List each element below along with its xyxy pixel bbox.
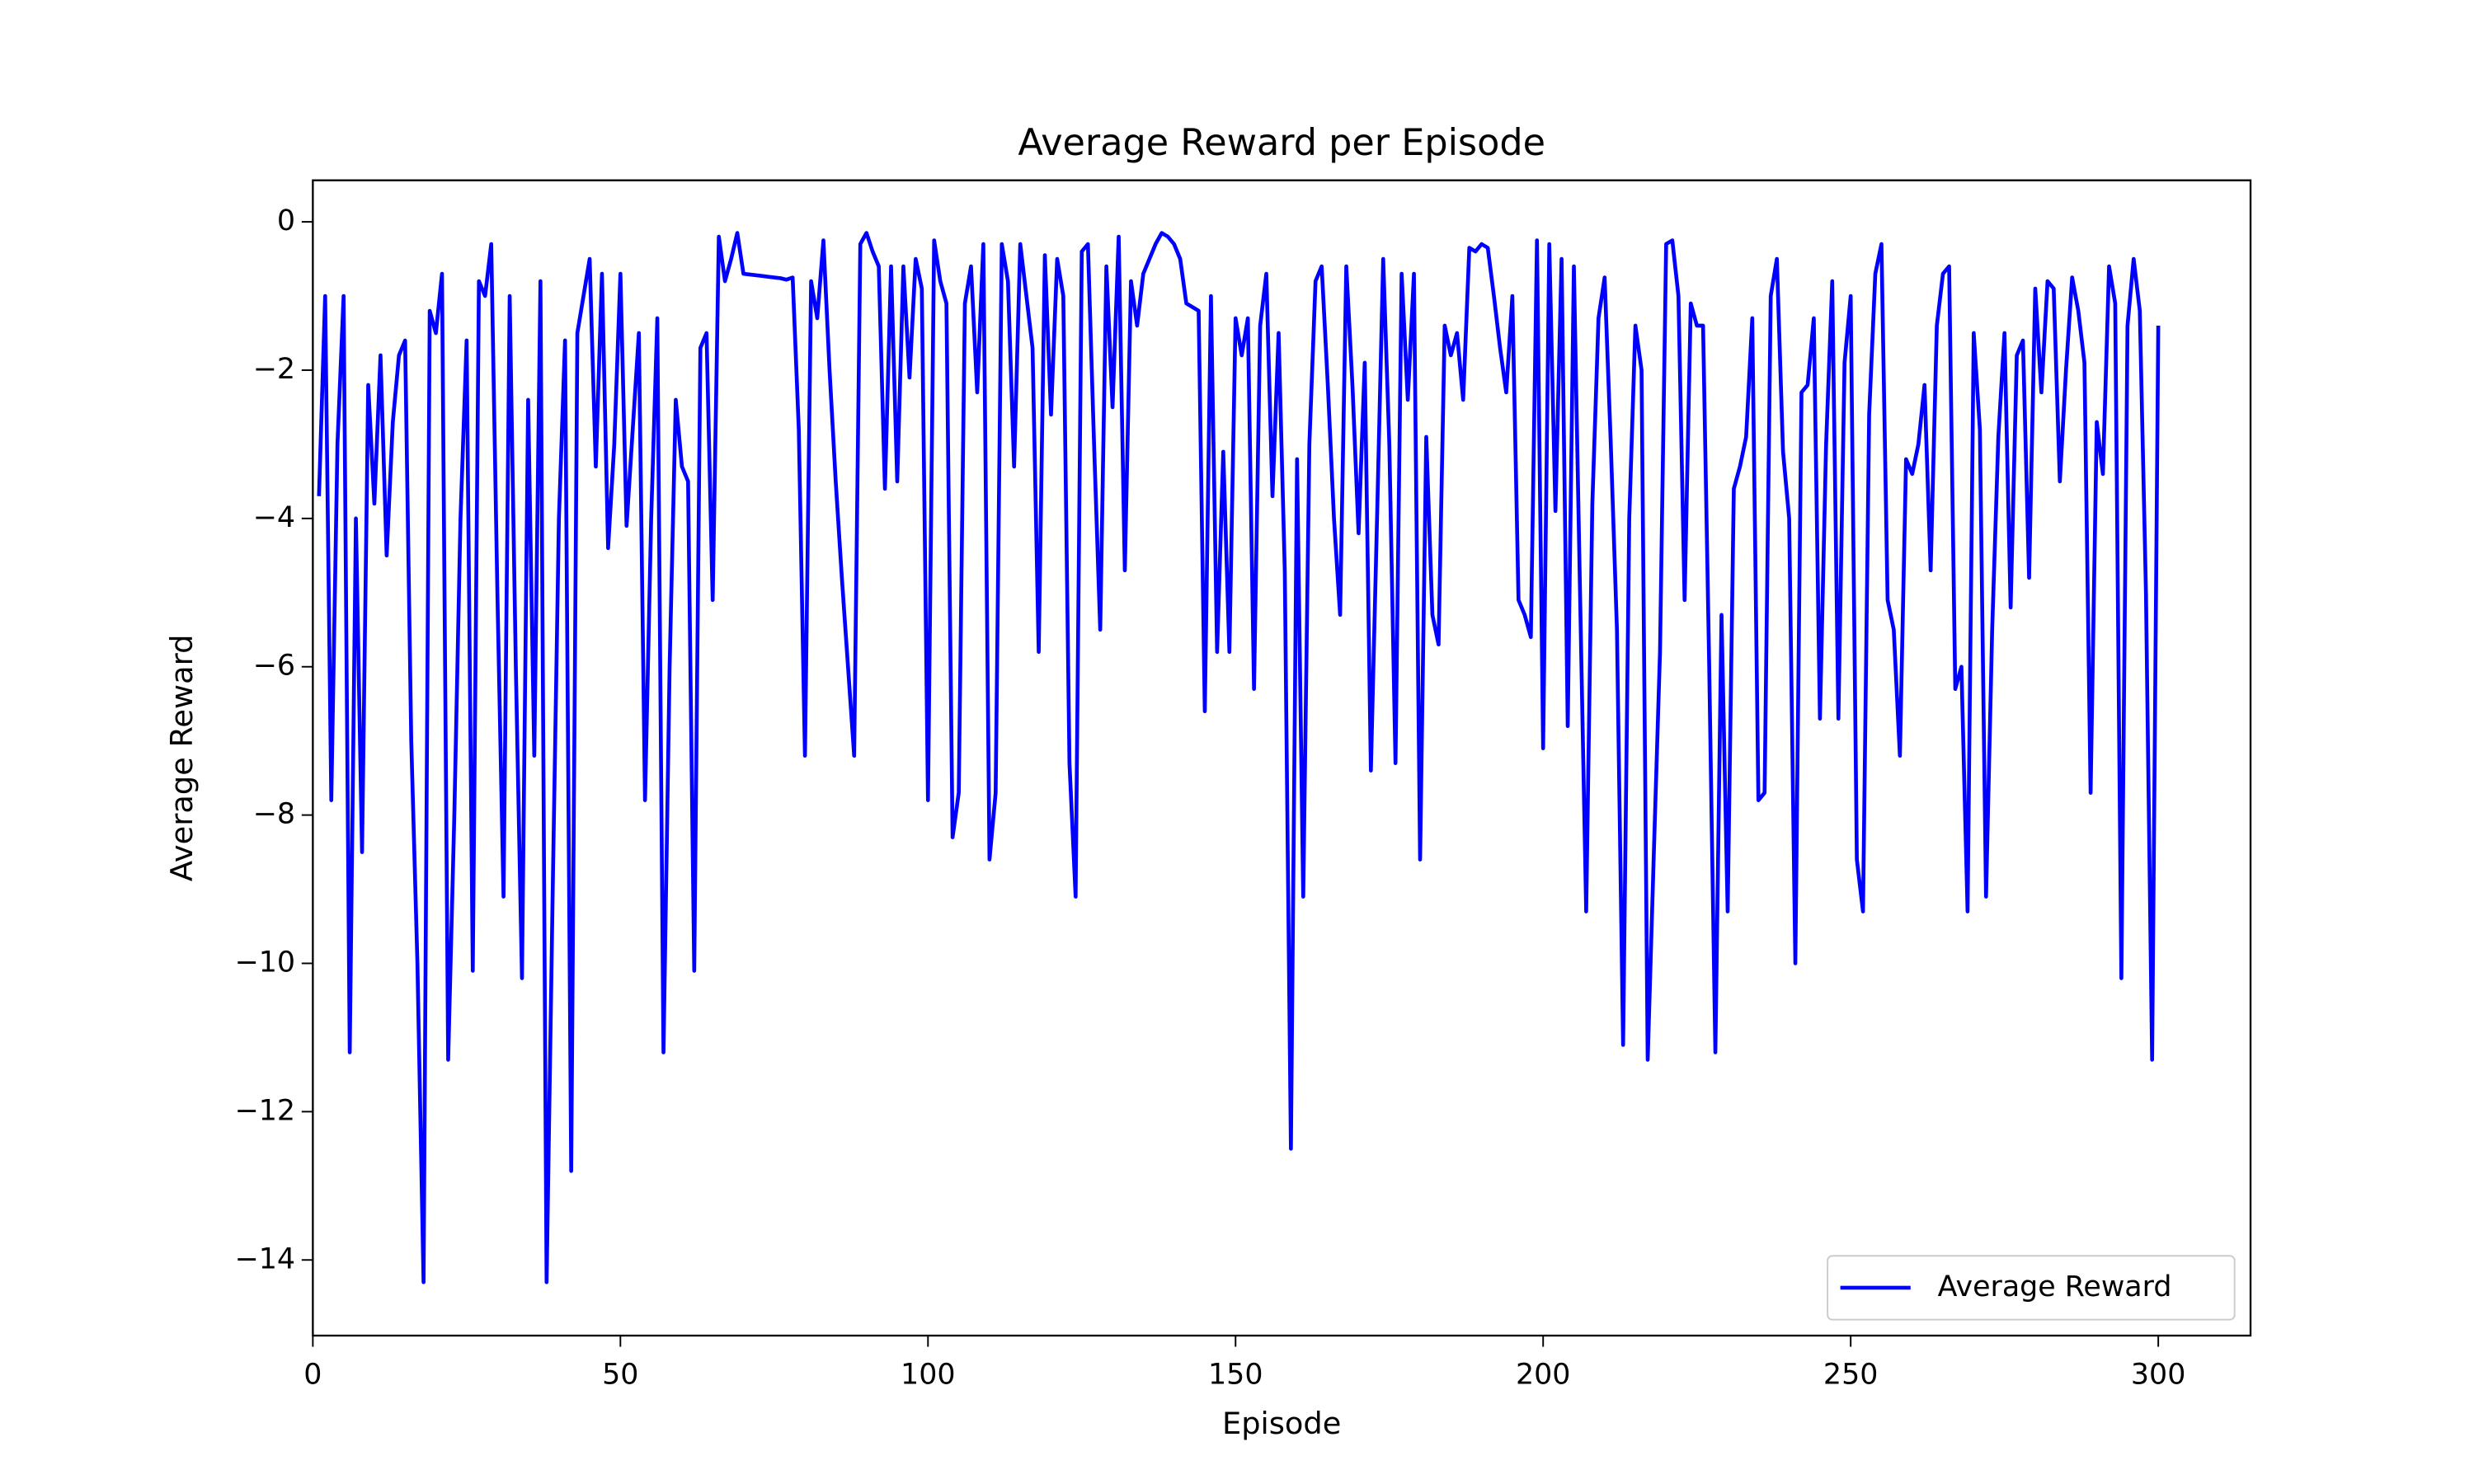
y-tick-label: −4 xyxy=(253,501,295,534)
x-tick-label: 200 xyxy=(1516,1358,1570,1391)
plot-frame xyxy=(312,179,2252,1337)
x-tick-label: 150 xyxy=(1208,1358,1263,1391)
y-axis-label: Average Reward xyxy=(164,635,200,882)
x-tick-label: 0 xyxy=(303,1358,322,1391)
y-tick-label: 0 xyxy=(277,204,295,237)
legend-box xyxy=(1827,1255,2236,1321)
x-tick-label: 50 xyxy=(602,1358,638,1391)
y-tick-label: −12 xyxy=(235,1094,296,1127)
y-tick-label: −10 xyxy=(235,946,296,979)
y-tick-label: −2 xyxy=(253,353,295,386)
data-line xyxy=(317,231,2161,1284)
x-tick-label: 250 xyxy=(1823,1358,1878,1391)
x-tick-label: 100 xyxy=(901,1358,955,1391)
y-tick-label: −6 xyxy=(253,650,295,683)
y-tick-label: −14 xyxy=(235,1242,296,1275)
y-tick-label: −8 xyxy=(253,798,295,831)
chart-title: Average Reward per Episode xyxy=(1018,122,1545,164)
legend-label: Average Reward xyxy=(1938,1270,2172,1303)
x-axis-label: Episode xyxy=(1222,1406,1341,1441)
x-tick-label: 300 xyxy=(2131,1358,2185,1391)
